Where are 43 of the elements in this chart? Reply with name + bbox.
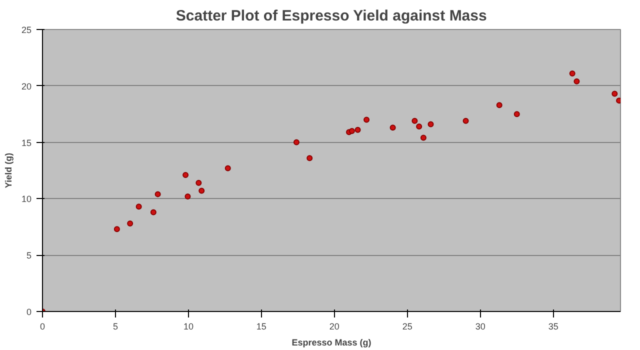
point [150, 209, 156, 216]
point [412, 118, 418, 124]
y-axis-title: Yield (g) [3, 152, 14, 188]
x-tick-label: 20 [329, 322, 340, 332]
point [420, 134, 426, 141]
x-tick-label: 30 [475, 322, 486, 332]
point [569, 70, 576, 76]
y-tick-label: 10 [21, 194, 32, 204]
point [182, 172, 189, 178]
point [184, 193, 191, 200]
y-tick-label: 0 [26, 307, 32, 317]
x-tick-label: 10 [183, 322, 194, 332]
point [574, 78, 580, 84]
point [496, 102, 502, 108]
point [293, 139, 300, 146]
point [136, 204, 142, 210]
point [390, 124, 396, 131]
point [224, 165, 231, 172]
point [306, 155, 313, 162]
y-tick-label: 20 [21, 81, 32, 92]
y-tick-label: 25 [21, 25, 32, 35]
x-axis-title: Espresso Mass (g) [292, 338, 372, 348]
x-tick-label: 0 [40, 322, 46, 332]
point [612, 90, 618, 97]
point [198, 188, 205, 194]
point [354, 126, 361, 133]
point [154, 191, 161, 198]
x-tick-label: 5 [112, 322, 118, 332]
point [416, 124, 422, 130]
y-tick-label: 15 [21, 138, 32, 148]
point [514, 111, 520, 118]
point [364, 116, 370, 123]
point [196, 180, 202, 186]
x-tick-label: 25 [402, 322, 412, 332]
chart-title: Scatter Plot of Espresso Yield against Mass [176, 8, 487, 24]
point [428, 121, 434, 128]
point [348, 128, 355, 134]
point [462, 118, 469, 124]
point [114, 226, 120, 232]
x-tick-label: 35 [548, 322, 558, 332]
point [127, 220, 134, 227]
y-tick-label: 5 [26, 250, 32, 261]
x-tick-label: 15 [256, 322, 266, 332]
